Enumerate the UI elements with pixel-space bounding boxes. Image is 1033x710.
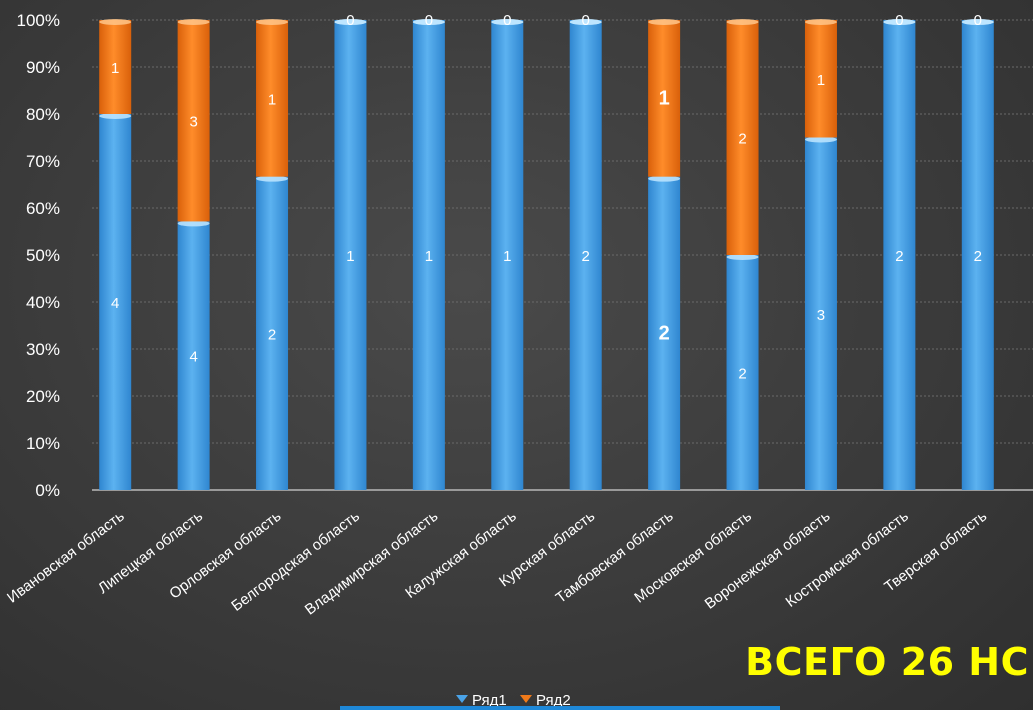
bar-ryad1: [256, 176, 289, 490]
y-tick-label: 10%: [26, 434, 60, 453]
data-label-ryad1: 3: [817, 307, 825, 324]
data-label-ryad1: 4: [189, 349, 197, 366]
bar-ryad1: [491, 20, 524, 490]
bar-ryad1-cap: [804, 136, 837, 143]
y-axis-tick-labels: 0% 10% 20% 30% 40% 50% 60% 70% 80% 90% 100%: [17, 11, 60, 500]
data-label-ryad2: 0: [503, 12, 511, 29]
bar-ryad2-cap: [648, 19, 681, 25]
bar-ryad2-cap: [726, 19, 759, 25]
data-label-ryad1: 1: [425, 248, 433, 265]
bar-ryad2: [726, 20, 759, 255]
data-label-ryad2: 1: [817, 72, 825, 89]
y-tick-label: 70%: [26, 152, 60, 171]
bar-ryad2: [256, 20, 289, 177]
data-label-ryad2: 2: [738, 131, 746, 148]
bar-ryad1: [412, 20, 445, 490]
bar-ryad1: [99, 114, 132, 490]
bar-ryad2-cap: [569, 19, 602, 25]
bar-ryad1-cap: [726, 254, 759, 260]
bar-ryad1: [726, 255, 759, 490]
total-annotation: ВСЕГО 26 НС: [745, 640, 1029, 684]
bar-ryad2-cap: [491, 19, 524, 25]
y-tick-label: 20%: [26, 387, 60, 406]
y-tick-label: 40%: [26, 293, 60, 312]
data-label-ryad2: 0: [974, 12, 982, 29]
x-category-label: Белгородская область: [228, 508, 363, 615]
bar-ryad1: [334, 20, 367, 490]
bar-ryad1: [177, 221, 210, 490]
y-tick-label: 30%: [26, 340, 60, 359]
bar-ryad1: [883, 20, 916, 490]
legend: Ряд1 Ряд2: [456, 692, 571, 709]
data-labels: 4 1 4 3 2 1 1 0 1 0 1 0 2 0 2 1 2 2 3 1 2 0 2 0: [111, 12, 982, 383]
bars: [99, 19, 994, 490]
data-label-ryad2: 1: [659, 87, 670, 109]
data-label-ryad2: 0: [582, 12, 590, 29]
data-label-ryad1: 2: [738, 366, 746, 383]
bar-ryad1-cap: [648, 175, 681, 182]
bar-ryad2-cap: [961, 19, 994, 25]
data-label-ryad2: 0: [346, 12, 354, 29]
bar-ryad1: [569, 20, 602, 490]
bar-ryad1-cap: [256, 175, 289, 182]
bar-ryad2: [177, 20, 210, 222]
bar-ryad1-cap: [99, 113, 132, 119]
y-tick-label: 90%: [26, 58, 60, 77]
bar-ryad1: [804, 137, 837, 490]
x-category-label: Владимирская область: [302, 508, 442, 619]
data-label-ryad2: 1: [268, 91, 276, 108]
bar-ryad2: [648, 20, 681, 177]
legend-label: Ряд2: [536, 692, 571, 709]
legend-swatch: [456, 695, 468, 703]
bar-ryad2-cap: [99, 19, 132, 25]
data-label-ryad1: 4: [111, 295, 119, 312]
bar-ryad2-cap: [334, 19, 367, 25]
data-label-ryad1: 1: [503, 248, 511, 265]
bar-ryad2-cap: [804, 19, 837, 25]
bar-ryad2: [99, 20, 132, 114]
bar-ryad1-cap: [177, 220, 210, 227]
data-label-ryad2: 0: [425, 12, 433, 29]
y-tick-label: 80%: [26, 105, 60, 124]
bar-ryad2-cap: [256, 19, 289, 25]
data-label-ryad2: 0: [895, 12, 903, 29]
y-tick-label: 0%: [35, 481, 60, 500]
y-tick-label: 100%: [17, 11, 60, 30]
data-label-ryad1: 2: [268, 326, 276, 343]
data-label-ryad1: 2: [895, 248, 903, 265]
y-tick-label: 50%: [26, 246, 60, 265]
data-label-ryad1: 1: [346, 248, 354, 265]
bar-ryad2-cap: [412, 19, 445, 25]
data-label-ryad1: 2: [974, 248, 982, 265]
bar-ryad2-cap: [883, 19, 916, 25]
x-category-label: Воронежская область: [702, 508, 834, 613]
bar-ryad1: [648, 176, 681, 490]
legend-label: Ряд1: [472, 692, 507, 709]
data-label-ryad1: 2: [582, 248, 590, 265]
bar-ryad2-cap: [177, 19, 210, 25]
gridlines: [92, 19, 1033, 491]
bar-ryad1: [961, 20, 994, 490]
bar-ryad2: [804, 20, 837, 138]
data-label-ryad2: 1: [111, 60, 119, 77]
data-label-ryad2: 3: [189, 114, 197, 131]
y-tick-label: 60%: [26, 199, 60, 218]
data-label-ryad1: 2: [659, 322, 670, 344]
legend-underline: [340, 706, 780, 710]
legend-swatch: [520, 695, 532, 703]
